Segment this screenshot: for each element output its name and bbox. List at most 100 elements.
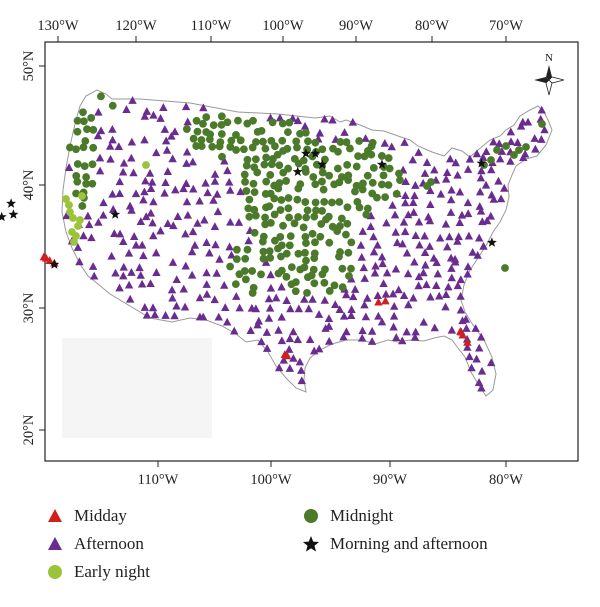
afternoon-marker xyxy=(324,336,334,345)
afternoon-marker xyxy=(447,325,457,334)
midday-marker xyxy=(41,253,51,262)
midnight-marker xyxy=(88,160,97,169)
midnight-marker xyxy=(257,270,265,279)
lat-label-40n: 40°N xyxy=(21,169,37,200)
midnight-marker xyxy=(347,238,356,247)
midday-marker xyxy=(463,338,472,346)
afternoon-marker xyxy=(140,303,150,311)
midnight-marker xyxy=(293,143,301,152)
afternoon-marker xyxy=(119,271,128,280)
afternoon-marker xyxy=(370,268,380,277)
midnight-marker xyxy=(355,203,364,212)
midnight-marker xyxy=(239,145,248,154)
afternoon-marker xyxy=(199,312,208,321)
midnight-marker xyxy=(311,138,320,147)
midnight-marker xyxy=(342,138,351,147)
afternoon-marker xyxy=(347,311,356,319)
afternoon-marker xyxy=(475,343,484,352)
midnight-marker xyxy=(334,147,342,156)
afternoon-marker xyxy=(264,294,274,303)
midnight-marker xyxy=(343,219,352,228)
afternoon-marker xyxy=(187,247,197,256)
afternoon-marker xyxy=(308,294,317,303)
afternoon-marker xyxy=(129,168,138,177)
afternoon-marker xyxy=(159,103,168,111)
afternoon-marker xyxy=(94,107,103,116)
afternoon-marker xyxy=(203,188,212,197)
afternoon-marker xyxy=(377,252,387,261)
midnight-marker xyxy=(83,125,91,134)
midnight-marker xyxy=(243,155,252,164)
midnight-marker xyxy=(259,137,267,146)
afternoon-marker xyxy=(442,168,452,177)
afternoon-marker xyxy=(409,293,418,302)
morning-afternoon-marker xyxy=(301,148,311,158)
afternoon-marker xyxy=(432,258,441,266)
afternoon-marker xyxy=(347,305,356,313)
afternoon-marker xyxy=(537,135,546,143)
midnight-marker xyxy=(244,204,253,213)
midday-marker xyxy=(374,297,383,306)
midnight-marker xyxy=(381,193,390,202)
morning-afternoon-marker xyxy=(6,198,16,208)
midnight-marker xyxy=(66,143,74,152)
legend-label-afternoon: Afternoon xyxy=(74,534,144,553)
afternoon-marker xyxy=(209,196,218,204)
midnight-marker xyxy=(251,155,260,164)
afternoon-marker xyxy=(140,135,149,144)
afternoon-marker xyxy=(83,211,93,220)
midnight-marker xyxy=(301,128,310,137)
afternoon-marker xyxy=(422,158,432,166)
afternoon-marker xyxy=(320,114,329,123)
midnight-marker xyxy=(248,143,257,152)
afternoon-marker xyxy=(266,283,276,292)
midnight-marker xyxy=(493,146,501,154)
midnight-marker xyxy=(82,173,91,181)
afternoon-marker xyxy=(131,189,141,198)
midnight-marker xyxy=(217,130,226,138)
midnight-marker xyxy=(79,117,88,126)
afternoon-marker xyxy=(279,355,288,364)
midnight-marker xyxy=(192,142,201,150)
legend-label-midnight: Midnight xyxy=(330,506,394,525)
midnight-marker xyxy=(270,194,279,203)
midnight-marker xyxy=(355,137,364,145)
afternoon-marker xyxy=(215,254,224,263)
afternoon-marker xyxy=(145,168,155,177)
midnight-marker xyxy=(108,101,117,110)
afternoon-marker xyxy=(367,337,377,345)
afternoon-marker xyxy=(430,165,439,174)
midnight-marker xyxy=(335,178,344,187)
midnight-marker xyxy=(283,144,292,153)
afternoon-marker xyxy=(487,165,496,174)
afternoon-marker xyxy=(271,293,281,302)
midnight-marker xyxy=(343,203,352,212)
midnight-marker xyxy=(285,118,294,127)
afternoon-marker xyxy=(136,217,146,225)
afternoon-marker xyxy=(476,206,486,215)
midnight-marker xyxy=(73,116,82,125)
midnight-marker xyxy=(266,171,275,179)
afternoon-marker xyxy=(399,291,409,300)
midnight-marker xyxy=(72,189,80,198)
midnight-marker xyxy=(328,198,336,207)
afternoon-marker xyxy=(119,237,128,245)
midnight-marker xyxy=(317,220,326,228)
afternoon-marker xyxy=(142,212,151,221)
afternoon-marker xyxy=(257,337,266,346)
afternoon-marker xyxy=(285,364,295,372)
midnight-marker xyxy=(72,145,80,154)
afternoon-marker xyxy=(221,303,230,311)
midnight-marker xyxy=(369,163,378,172)
afternoon-marker xyxy=(170,311,179,320)
morning-afternoon-marker xyxy=(110,209,121,219)
afternoon-marker xyxy=(456,305,466,314)
afternoon-marker xyxy=(167,285,177,294)
afternoon-marker xyxy=(106,154,115,163)
afternoon-marker xyxy=(129,232,139,240)
midnight-marker xyxy=(240,170,249,179)
afternoon-marker xyxy=(114,142,124,151)
afternoon-marker xyxy=(275,113,285,122)
midnight-marker xyxy=(363,204,372,213)
midnight-marker xyxy=(197,136,206,144)
